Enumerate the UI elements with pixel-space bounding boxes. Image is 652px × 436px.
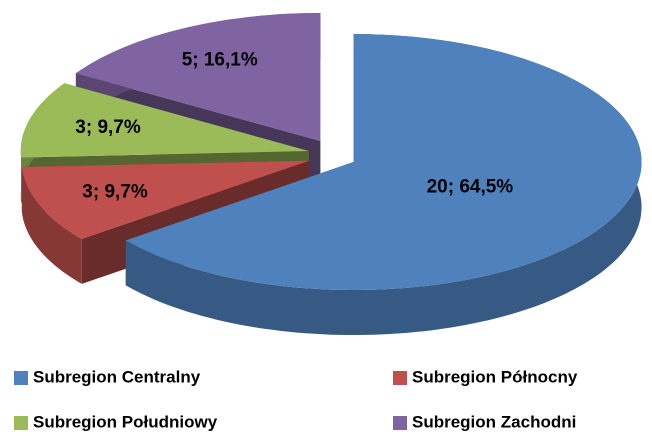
slice-top: [125, 34, 642, 290]
legend-label: Subregion Centralny: [33, 367, 201, 386]
slice-top: [21, 160, 310, 239]
data-label: 20; 64,5%: [427, 176, 514, 197]
slice-top: [75, 13, 321, 141]
slice: [125, 34, 642, 335]
legend-swatch: [14, 371, 28, 385]
legend-swatch: [393, 416, 407, 430]
legend-swatch: [14, 416, 28, 430]
data-label: 3; 9,7%: [75, 117, 141, 138]
legend-label: Subregion Północny: [412, 367, 578, 386]
legend-label: Subregion Południowy: [33, 412, 218, 431]
slice-top: [20, 83, 309, 158]
slice-wall: [125, 34, 642, 335]
legend-label: Subregion Zachodni: [412, 412, 576, 431]
data-label: 3; 9,7%: [82, 182, 148, 203]
data-label: 5; 16,1%: [182, 49, 258, 70]
legend-swatch: [393, 371, 407, 385]
slice-wall: [21, 167, 82, 284]
